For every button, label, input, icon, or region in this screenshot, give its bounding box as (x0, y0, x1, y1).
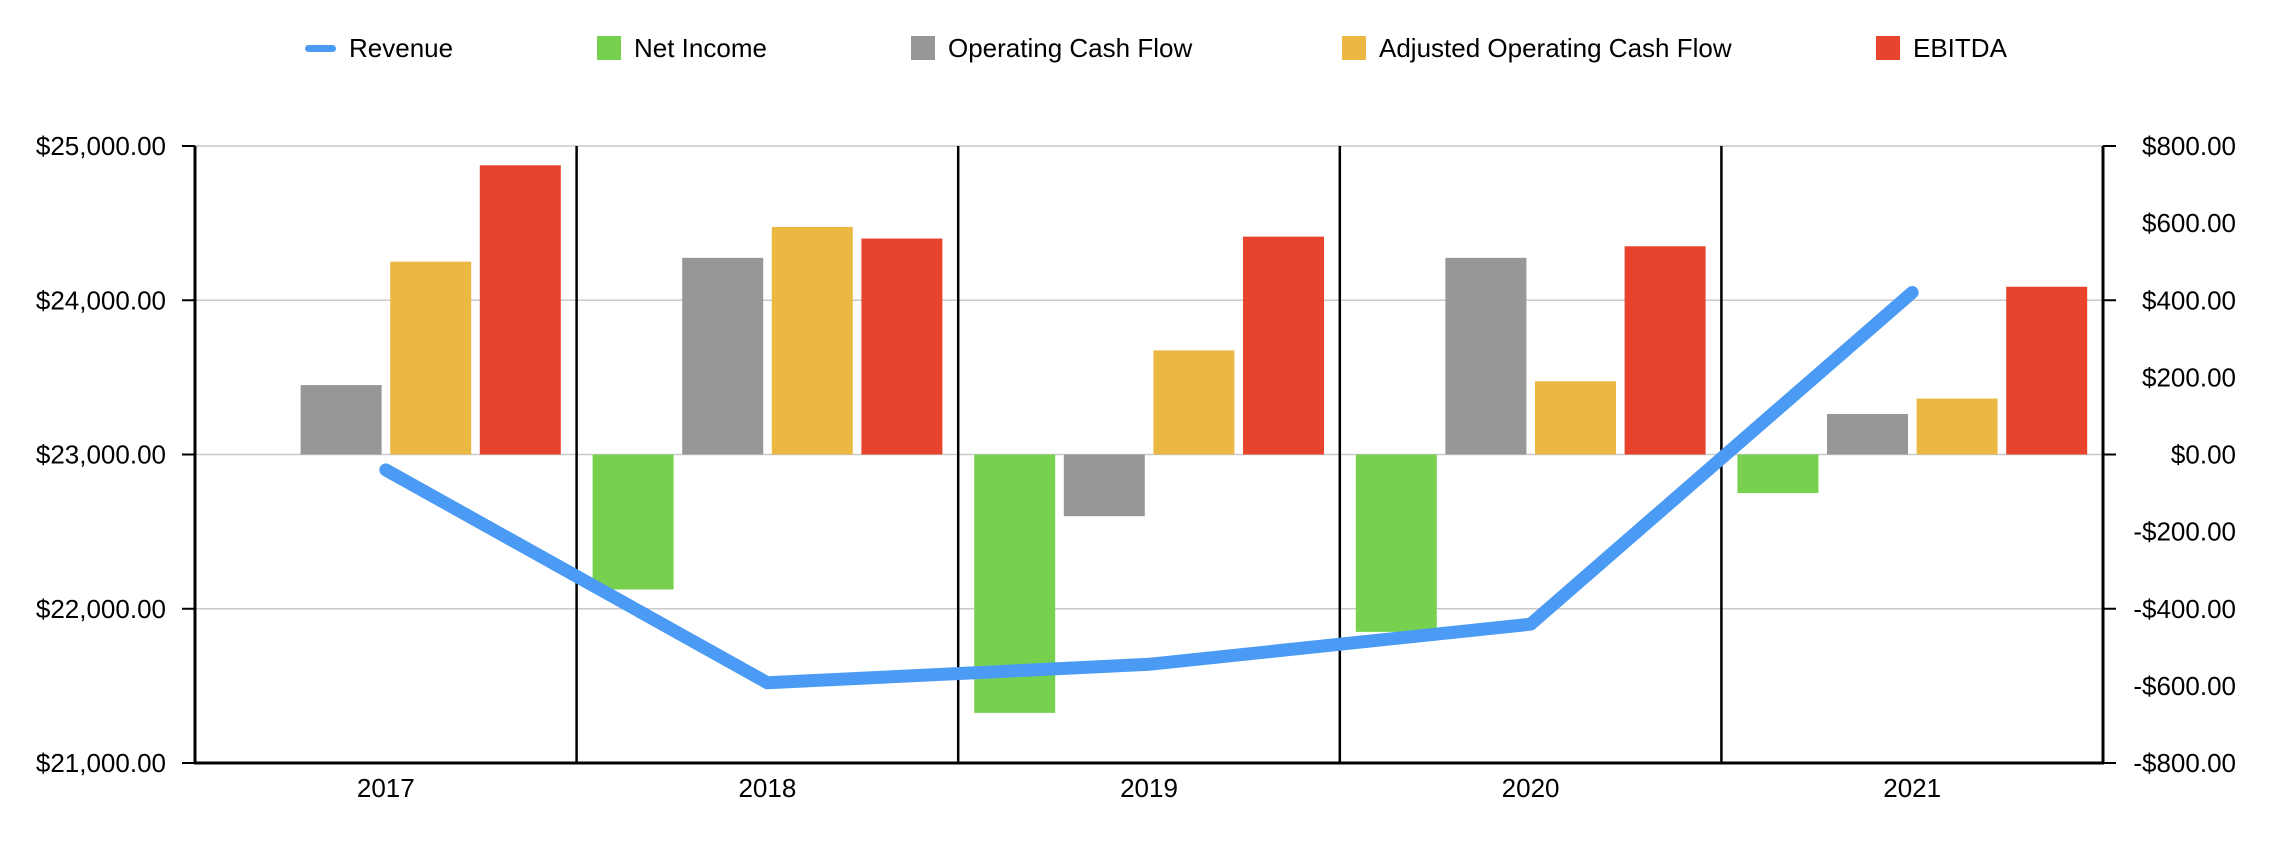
bar-ebitda-2017[interactable] (479, 165, 561, 455)
legend-item-ebitda[interactable]: EBITDA (1876, 34, 2007, 62)
right-axis-label-6: -$400.00 (2133, 594, 2236, 624)
bar-adjusted-operating-cash-flow-2018[interactable] (771, 226, 853, 455)
legend-item-operating-cash-flow[interactable]: Operating Cash Flow (911, 34, 1192, 62)
bar-ebitda-2021[interactable] (2006, 286, 2088, 455)
right-axis-label-2: $400.00 (2142, 285, 2236, 315)
left-axis-label-0: $25,000.00 (36, 131, 166, 161)
right-axis-label-4: $0.00 (2171, 440, 2236, 470)
legend-square-marker-operating-cash-flow (911, 36, 935, 60)
right-axis-label-8: -$800.00 (2133, 748, 2236, 778)
legend-label-net-income: Net Income (634, 33, 767, 63)
right-axis-label-5: -$200.00 (2133, 517, 2236, 547)
bar-operating-cash-flow-2017[interactable] (300, 385, 382, 455)
chart-legend: Revenue Net Income Operating Cash Flow Adju… (0, 0, 2278, 80)
legend-square-marker-net-income (597, 36, 621, 60)
bar-adjusted-operating-cash-flow-2019[interactable] (1153, 350, 1235, 455)
legend-line-marker-revenue (305, 44, 336, 52)
left-axis-label-2: $23,000.00 (36, 440, 166, 470)
legend-item-revenue[interactable]: Revenue (305, 34, 453, 62)
x-axis-label-2017: 2017 (357, 773, 415, 803)
right-axis-label-7: -$600.00 (2133, 671, 2236, 701)
legend-label-revenue: Revenue (349, 33, 454, 63)
bar-operating-cash-flow-2019[interactable] (1063, 454, 1145, 517)
bar-ebitda-2019[interactable] (1243, 236, 1324, 455)
left-axis-label-4: $21,000.00 (36, 748, 166, 778)
bar-adjusted-operating-cash-flow-2017[interactable] (390, 261, 472, 455)
legend-square-marker-ebitda (1876, 36, 1900, 60)
x-axis-label-2021: 2021 (1883, 773, 1941, 803)
left-axis-label-3: $22,000.00 (36, 594, 166, 624)
legend-label-operating-cash-flow: Operating Cash Flow (948, 33, 1193, 63)
bar-ebitda-2020[interactable] (1624, 246, 1706, 455)
bar-operating-cash-flow-2020[interactable] (1445, 257, 1527, 455)
line-revenue[interactable] (379, 286, 1919, 690)
bar-operating-cash-flow-2021[interactable] (1827, 414, 1908, 455)
bar-operating-cash-flow-2018[interactable] (682, 257, 764, 455)
right-axis-label-3: $200.00 (2142, 362, 2236, 392)
legend-item-adjusted-operating-cash-flow[interactable]: Adjusted Operating Cash Flow (1342, 34, 1732, 62)
bar-adjusted-operating-cash-flow-2021[interactable] (1916, 398, 1998, 455)
legend-item-net-income[interactable]: Net Income (597, 34, 767, 62)
right-axis-label-1: $600.00 (2142, 208, 2236, 238)
x-axis-label-2020: 2020 (1502, 773, 1560, 803)
bar-net-income-2020[interactable] (1355, 454, 1437, 632)
bar-net-income-2021[interactable] (1737, 454, 1819, 494)
bar-ebitda-2018[interactable] (861, 238, 943, 455)
bar-adjusted-operating-cash-flow-2020[interactable] (1535, 381, 1616, 455)
legend-label-adjusted-operating-cash-flow: Adjusted Operating Cash Flow (1379, 33, 1732, 63)
x-axis-label-2018: 2018 (738, 773, 796, 803)
right-axis-label-0: $800.00 (2142, 131, 2236, 161)
legend-label-ebitda: EBITDA (1913, 33, 2007, 63)
legend-square-marker-adjusted-operating-cash-flow (1342, 36, 1366, 60)
bar-net-income-2018[interactable] (592, 454, 674, 590)
x-axis-label-2019: 2019 (1120, 773, 1178, 803)
left-axis-label-1: $24,000.00 (36, 285, 166, 315)
